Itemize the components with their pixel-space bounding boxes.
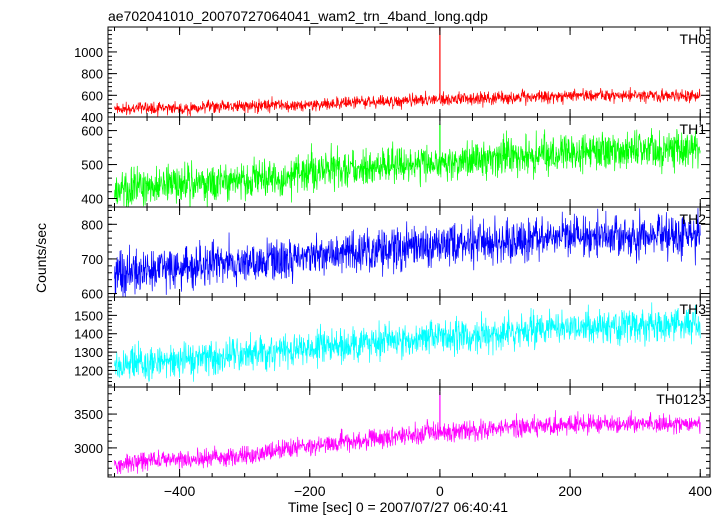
x-tick-label: 400 (689, 483, 713, 499)
y-tick-label: 1500 (74, 308, 103, 323)
y-tick-label: 600 (81, 287, 103, 302)
panel-label-th1: TH1 (680, 121, 707, 137)
panel-frame (107, 206, 711, 298)
panel-label-th0: TH0 (680, 31, 707, 47)
x-tick-label: −400 (164, 483, 196, 499)
y-tick-label: 500 (81, 158, 103, 173)
panel-label-th2: TH2 (680, 211, 707, 227)
panel-label-th3: TH3 (680, 301, 707, 317)
y-tick-label: 1400 (74, 327, 103, 342)
y-tick-label: 600 (81, 88, 103, 103)
y-tick-label: 1000 (74, 45, 103, 60)
chart-title: ae702041010_20070727064041_wam2_trn_4ban… (108, 8, 488, 24)
x-tick-label: 200 (558, 483, 582, 499)
series-th0 (114, 87, 701, 117)
panel-th2: 600 700 800 TH2 (81, 206, 711, 302)
y-tick-label: 800 (81, 217, 103, 232)
series-th3 (114, 302, 701, 383)
y-tick-label: 800 (81, 67, 103, 82)
panel-th3: 1200 1300 1400 1500 TH3 (74, 296, 711, 388)
y-tick-label: 400 (81, 192, 103, 207)
panel-frame (107, 386, 711, 478)
x-axis-label: Time [sec] 0 = 2007/07/27 06:40:41 (288, 499, 508, 515)
panel-th0: 400 600 800 1000 TH0 (74, 26, 711, 125)
y-tick-label: 400 (81, 110, 103, 125)
y-tick-label: 3500 (74, 407, 103, 422)
panel-label-th0123: TH0123 (656, 391, 706, 407)
panel-frame (107, 26, 711, 118)
x-tick-label: 0 (436, 483, 444, 499)
y-tick-label: 600 (81, 124, 103, 139)
y-tick-label: 3000 (74, 441, 103, 456)
y-axis-label: Counts/sec (33, 223, 49, 293)
x-tick-label: −200 (294, 483, 326, 499)
series-th2 (114, 208, 701, 297)
y-tick-label: 1300 (74, 345, 103, 360)
series-th1 (114, 128, 701, 207)
series-th0123 (114, 410, 701, 474)
y-tick-label: 1200 (74, 363, 103, 378)
panel-th0123: 3000 3500 TH0123 (74, 386, 711, 478)
y-tick-label: 700 (81, 252, 103, 267)
panel-th1: 400 500 600 TH1 (81, 116, 711, 208)
